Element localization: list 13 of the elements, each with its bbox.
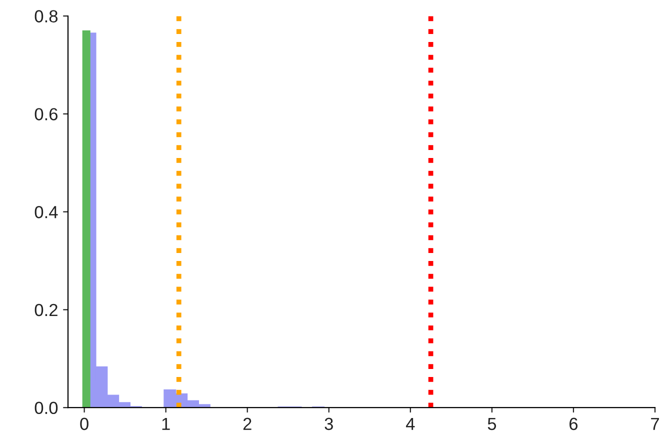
y-tick-label: 0.4 [34, 206, 58, 218]
x-tick-label: 7 [651, 418, 659, 430]
x-tick-label: 0 [80, 418, 88, 430]
x-tick-label: 5 [488, 418, 496, 430]
x-tick-label: 4 [406, 418, 415, 430]
x-tick-label: 6 [570, 418, 578, 430]
y-tick-label: 0.0 [34, 402, 58, 414]
x-tick-label: 3 [324, 418, 333, 430]
x-tick-label: 2 [243, 418, 252, 430]
y-tick-label: 0.8 [34, 10, 58, 22]
y-tick-label: 0.6 [34, 108, 58, 120]
y-tick-label: 0.2 [34, 304, 58, 316]
x-tick-label: 1 [162, 418, 170, 430]
